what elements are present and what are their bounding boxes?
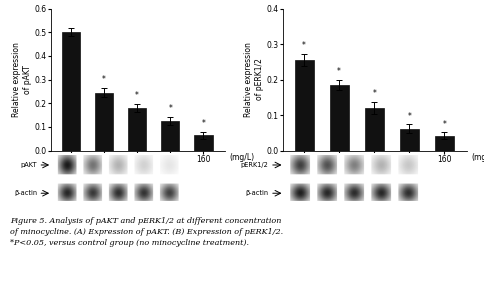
Bar [128,108,146,151]
Text: *: * [337,67,341,76]
Text: A: A [13,0,22,3]
Text: *: * [442,120,446,128]
Text: *: * [408,112,411,121]
Bar [95,93,113,151]
Bar [400,128,419,151]
Text: *: * [135,91,139,100]
Text: *: * [102,75,106,84]
Text: *: * [372,89,376,98]
Bar [295,60,314,151]
Text: β-actin: β-actin [14,190,37,196]
Text: *: * [302,41,306,50]
Text: (mg/L): (mg/L) [471,153,484,162]
Text: (mg/L): (mg/L) [229,153,255,162]
Text: *: * [201,119,205,128]
Text: β-actin: β-actin [245,190,269,196]
Bar [161,121,180,151]
Bar [364,108,384,151]
Bar [330,85,349,151]
Text: B: B [242,0,252,3]
Bar [61,32,80,151]
Text: pAKT: pAKT [20,162,37,168]
Y-axis label: Relative expression
of pAKT: Relative expression of pAKT [12,42,32,117]
Text: Figure 5. Analysis of pAKT and pERK1/2 at different concentration
of minocycline: Figure 5. Analysis of pAKT and pERK1/2 a… [10,217,283,247]
Bar [195,135,212,151]
Text: *: * [168,104,172,113]
Bar [435,136,454,151]
Y-axis label: Relative expression
of pERK1/2: Relative expression of pERK1/2 [244,42,264,117]
Text: pERK1/2: pERK1/2 [241,162,269,168]
